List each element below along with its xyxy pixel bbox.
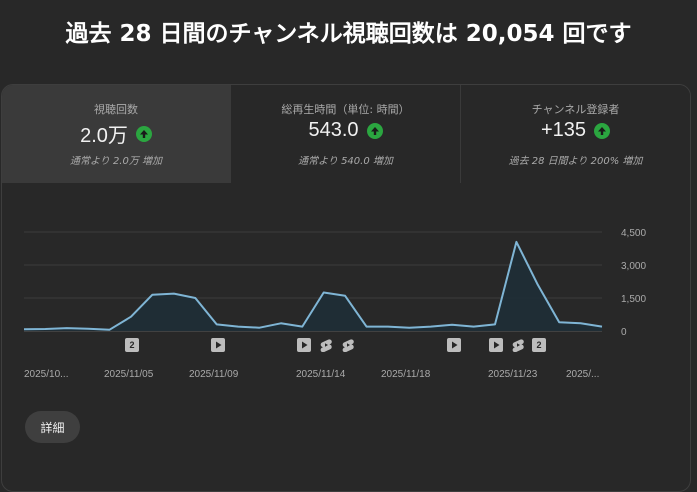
y-tick-label: 3,000 (621, 261, 646, 272)
x-tick-label: 2025/11/09 (189, 369, 239, 380)
arrow-up-icon (594, 122, 611, 139)
grouped-content-marker[interactable]: 2 (125, 338, 139, 352)
y-tick-label: 1,500 (621, 294, 646, 305)
metric-tile-views[interactable]: 視聴回数 2.0万 通常より 2.0万 増加 (2, 85, 230, 183)
y-tick-label: 0 (621, 327, 627, 338)
grouped-content-marker[interactable]: 2 (532, 338, 546, 352)
metric-tile-subscribers[interactable]: チャンネル登録者 +135 過去 28 日間より 200% 増加 (461, 85, 690, 183)
x-tick-label: 2025/... (566, 369, 599, 380)
arrow-up-icon (366, 122, 383, 139)
shorts-icon[interactable] (511, 338, 525, 352)
x-tick-label: 2025/11/18 (381, 369, 431, 380)
views-chart: 4,500 3,000 1,500 0 2025/10... 2025/11/05 2025… (2, 225, 690, 395)
metric-value: 2.0万 (80, 125, 128, 147)
metric-label: チャンネル登録者 (531, 103, 620, 116)
x-tick-label: 2025/10... (24, 369, 68, 380)
metric-comparison: 通常より 2.0万 増加 (69, 156, 163, 167)
marker-count: 2 (536, 340, 542, 350)
metric-comparison: 過去 28 日間より 200% 増加 (508, 156, 643, 167)
series-line (23, 240, 603, 331)
metric-comparison: 通常より 540.0 増加 (298, 156, 393, 167)
metric-tile-watch-time[interactable]: 総再生時間（単位: 時間） 543.0 通常より 540.0 増加 (230, 85, 461, 183)
metric-value: 543.0 (308, 119, 359, 141)
metric-value-row: 543.0 (231, 119, 460, 142)
marker-count: 2 (129, 340, 135, 350)
metric-tiles: 視聴回数 2.0万 通常より 2.0万 増加 総再生時間（単位: 時間） 543… (2, 85, 690, 183)
video-play-icon[interactable] (447, 338, 461, 352)
metric-label: 総再生時間（単位: 時間） (281, 103, 410, 116)
arrow-up-icon (135, 125, 152, 142)
video-play-icon[interactable] (211, 338, 225, 352)
page-headline: 過去 28 日間のチャンネル視聴回数は 20,054 回です (65, 21, 632, 47)
y-tick-label: 4,500 (621, 228, 646, 239)
shorts-icon[interactable] (319, 338, 333, 352)
x-tick-label: 2025/11/05 (104, 369, 154, 380)
analytics-card: 視聴回数 2.0万 通常より 2.0万 増加 総再生時間（単位: 時間） 543… (1, 84, 691, 492)
video-play-icon[interactable] (297, 338, 311, 352)
metric-value-row: +135 (461, 119, 690, 142)
x-tick-label: 2025/11/23 (488, 369, 538, 380)
series-area (24, 241, 602, 331)
video-play-icon[interactable] (489, 338, 503, 352)
metric-label: 視聴回数 (94, 103, 138, 116)
shorts-icon[interactable] (341, 338, 355, 352)
views-chart-svg: 4,500 3,000 1,500 0 2025/10... 2025/11/05 2025… (23, 228, 646, 380)
metric-value: +135 (540, 119, 587, 141)
details-button[interactable]: 詳細 (25, 411, 80, 443)
metric-value-row: 2.0万 (2, 119, 230, 148)
x-tick-label: 2025/11/14 (296, 369, 346, 380)
